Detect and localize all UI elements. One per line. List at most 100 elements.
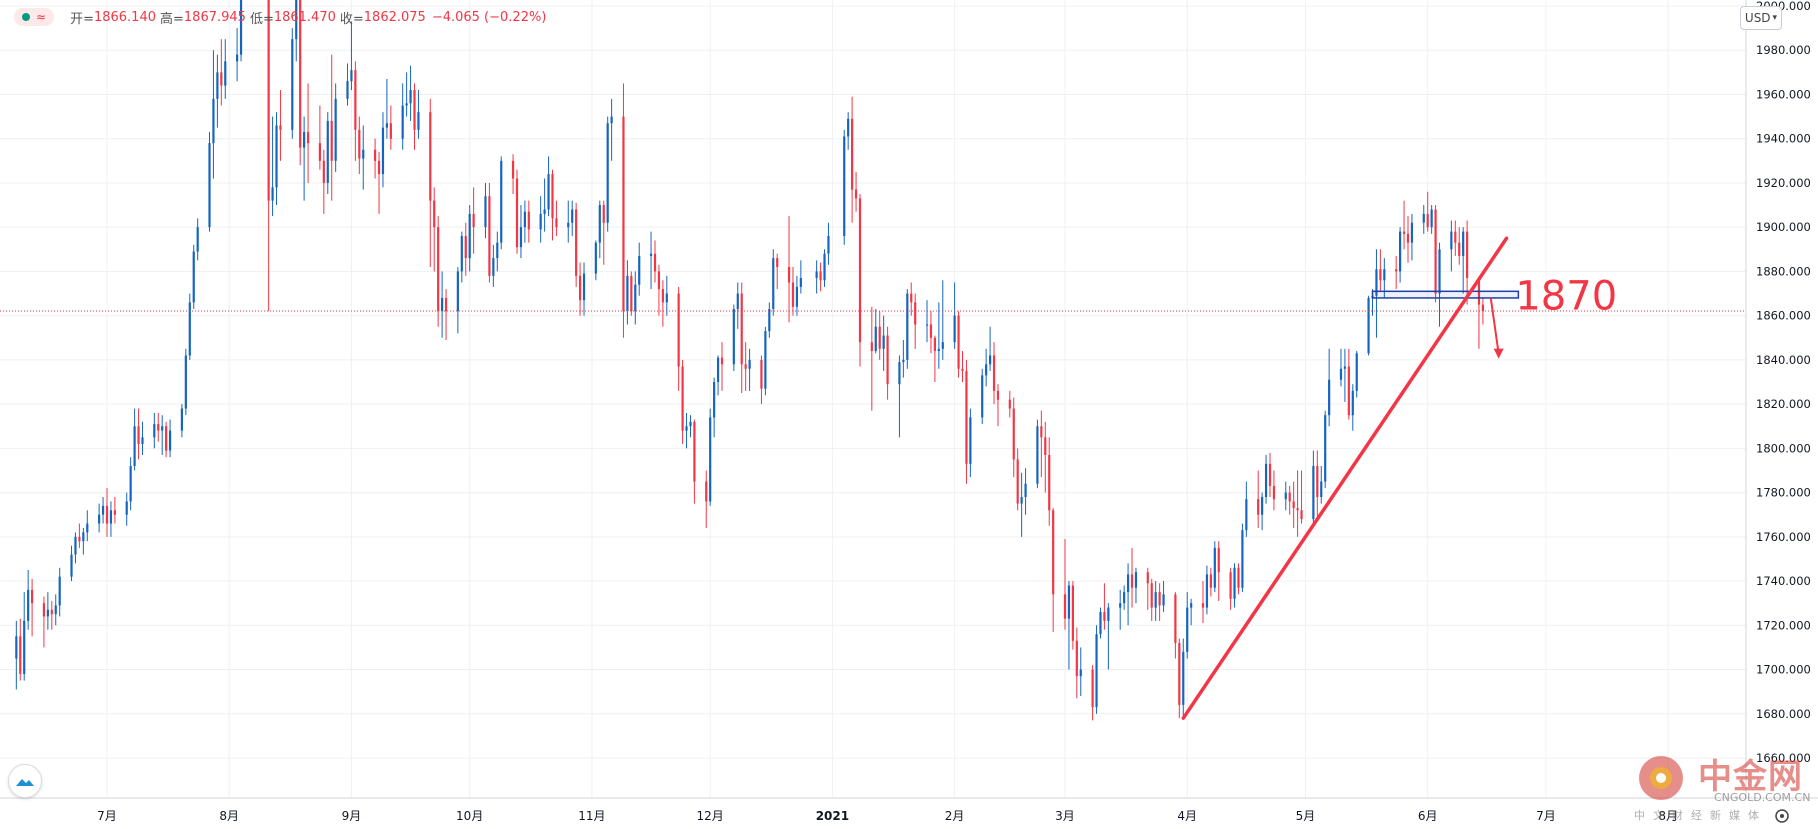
candle	[594, 240, 597, 281]
candle	[764, 326, 767, 396]
candle-body	[764, 331, 767, 389]
candle	[1201, 581, 1205, 624]
candle	[961, 351, 964, 382]
candle	[957, 311, 960, 378]
candle	[854, 171, 858, 212]
candle-body	[906, 293, 909, 360]
y-tick-label: 1820.000	[1756, 397, 1811, 411]
candle	[168, 419, 172, 458]
candle-body	[15, 636, 18, 659]
candle	[1052, 508, 1055, 632]
candle-body	[1012, 408, 1015, 460]
candle-body	[299, 0, 302, 148]
candle	[815, 260, 818, 294]
candle-body	[776, 258, 779, 267]
candle	[858, 194, 862, 367]
candle-body	[657, 271, 661, 290]
candle	[602, 200, 605, 265]
candle	[42, 596, 46, 648]
candle-body	[441, 297, 444, 312]
y-tick-label: 1940.000	[1756, 132, 1811, 146]
candle	[657, 264, 661, 316]
candle	[413, 83, 416, 150]
candle	[318, 105, 321, 170]
candle-body	[740, 293, 743, 365]
candle-body	[815, 271, 818, 279]
candle-body	[192, 251, 195, 303]
candle-body	[1434, 209, 1437, 294]
candle-body	[429, 112, 432, 201]
candle	[1012, 397, 1015, 478]
candle-body	[1067, 585, 1071, 619]
candle-body	[216, 72, 219, 99]
candle-body	[212, 98, 215, 144]
candle	[527, 200, 530, 243]
candle-body	[902, 359, 905, 363]
candle-body	[1020, 497, 1023, 504]
candle-body	[1466, 231, 1469, 279]
candle-body	[196, 227, 199, 252]
candle-body	[1209, 574, 1212, 588]
candle	[1438, 242, 1441, 327]
candle	[969, 408, 972, 478]
candle	[460, 231, 463, 283]
candle-body	[161, 426, 164, 431]
y-tick-label: 1680.000	[1756, 707, 1811, 721]
candle	[1351, 384, 1354, 431]
candle	[346, 63, 349, 106]
candle	[910, 282, 913, 316]
candle	[1328, 348, 1331, 427]
candle-body	[109, 510, 113, 524]
candle	[515, 169, 519, 254]
candle	[1016, 448, 1019, 511]
candle	[113, 497, 116, 524]
candle-body	[267, 0, 270, 201]
candle-body	[1261, 497, 1264, 515]
candle-body	[484, 196, 487, 228]
candle-body	[70, 554, 73, 577]
candle-body	[854, 189, 858, 199]
candle-body	[799, 278, 802, 287]
open-label: 开=	[70, 11, 94, 27]
candle-body	[1426, 213, 1429, 228]
tradingview-logo-button[interactable]	[8, 764, 42, 798]
candle-body	[82, 532, 85, 542]
candle	[377, 151, 381, 214]
candle	[843, 129, 846, 245]
candle	[153, 412, 156, 449]
candle-body	[795, 286, 799, 307]
candle	[689, 415, 692, 438]
candle	[98, 503, 101, 533]
candle	[184, 348, 187, 416]
candle	[58, 567, 61, 617]
candle-body	[291, 39, 294, 130]
candle-body	[401, 105, 404, 139]
candle-body	[279, 125, 282, 130]
candle	[1217, 541, 1220, 601]
open-value: 1866.140	[93, 9, 156, 25]
candle	[965, 359, 968, 484]
candle-body	[27, 589, 30, 621]
symbol-pill[interactable]: ≈	[14, 8, 55, 26]
candle-body	[208, 143, 211, 228]
candle	[267, 0, 270, 312]
candle-body	[638, 255, 641, 285]
candle-body	[1130, 574, 1134, 588]
candle	[1347, 348, 1350, 420]
candle-body	[1174, 594, 1177, 643]
candle	[1454, 220, 1457, 256]
candle	[906, 289, 909, 369]
candle	[653, 240, 657, 283]
currency-select[interactable]: USD ▾	[1740, 6, 1782, 30]
candle-body	[870, 342, 873, 352]
candle	[74, 532, 77, 564]
candle	[511, 154, 515, 194]
candle-body	[275, 125, 278, 188]
candle-body	[622, 116, 625, 312]
candle-body	[929, 324, 933, 338]
level-annotation-label: 1870	[1515, 274, 1617, 320]
candle	[23, 592, 26, 681]
candle	[1123, 585, 1126, 610]
candle-body	[969, 417, 972, 464]
